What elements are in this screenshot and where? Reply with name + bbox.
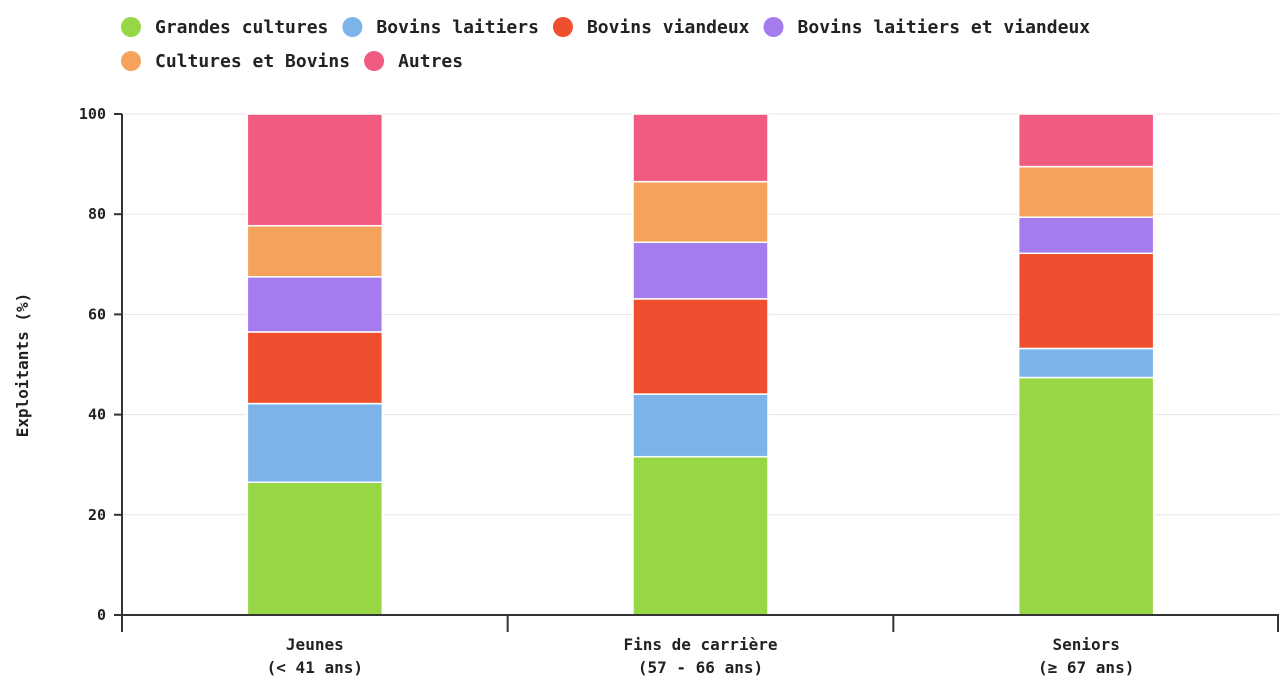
legend-label: Grandes cultures (155, 17, 328, 38)
bars (246, 113, 1155, 616)
bar-segment (1017, 252, 1155, 350)
bar-segment (1017, 376, 1155, 616)
bar-segment (246, 331, 384, 405)
legend-label: Bovins viandeux (587, 17, 750, 38)
legend-marker (121, 51, 141, 71)
bar-segment (246, 113, 384, 227)
legend-label: Cultures et Bovins (155, 51, 350, 72)
legend-marker (552, 17, 573, 37)
bar-segment (632, 298, 769, 395)
x-tick-label: Jeunes (286, 635, 344, 654)
y-tick-label: 80 (88, 205, 106, 223)
bar-segment (1017, 165, 1155, 218)
x-tick-label: (< 41 ans) (267, 658, 363, 677)
bar-segment (246, 481, 384, 616)
legend-label: Bovins laitiers (376, 17, 539, 38)
legend-item[interactable]: Bovins laitiers (342, 17, 539, 38)
legend-item[interactable]: Bovins viandeux (552, 17, 750, 38)
legend-marker (763, 17, 784, 37)
x-tick-label: Seniors (1052, 635, 1119, 654)
y-tick-label: 60 (88, 305, 106, 323)
legend-item[interactable]: Bovins laitiers et viandeux (763, 17, 1091, 38)
legend-label: Autres (398, 51, 463, 72)
legend-item[interactable]: Autres (364, 51, 463, 72)
legend: Grandes cultures Bovins laitiers Bovins vi… (121, 17, 1090, 72)
legend-item[interactable]: Grandes cultures (121, 17, 328, 38)
bar-segment (1017, 347, 1155, 379)
x-tick-label: (≥ 67 ans) (1038, 658, 1134, 677)
x-tick-label: Fins de carrière (623, 635, 777, 654)
legend-item[interactable]: Cultures et Bovins (121, 51, 350, 72)
bar-segment (632, 393, 769, 458)
x-tick-label: (57 - 66 ans) (638, 658, 763, 677)
bar-segment (246, 402, 384, 483)
bar-segment (632, 241, 769, 300)
legend-marker (364, 51, 385, 71)
y-axis-title: Exploitants (%) (13, 293, 32, 438)
bar-segment (246, 276, 384, 333)
legend-marker (121, 17, 141, 37)
bar-segment (632, 180, 769, 244)
legend-label: Bovins laitiers et viandeux (798, 17, 1091, 38)
legend-marker (342, 17, 363, 37)
bar-segment (246, 224, 384, 278)
bar-segment (1017, 216, 1155, 255)
bar-segment (1017, 113, 1155, 168)
y-tick-label: 40 (88, 406, 106, 424)
bar-segment (632, 455, 769, 616)
y-tick-label: 0 (97, 606, 106, 624)
y-tick-label: 20 (88, 506, 106, 524)
axes: 0 20 40 60 80 100 Jeunes (< 41 ans) Fins de carr… (79, 105, 1279, 677)
bar-segment (632, 113, 769, 183)
y-tick-label: 100 (79, 105, 106, 123)
